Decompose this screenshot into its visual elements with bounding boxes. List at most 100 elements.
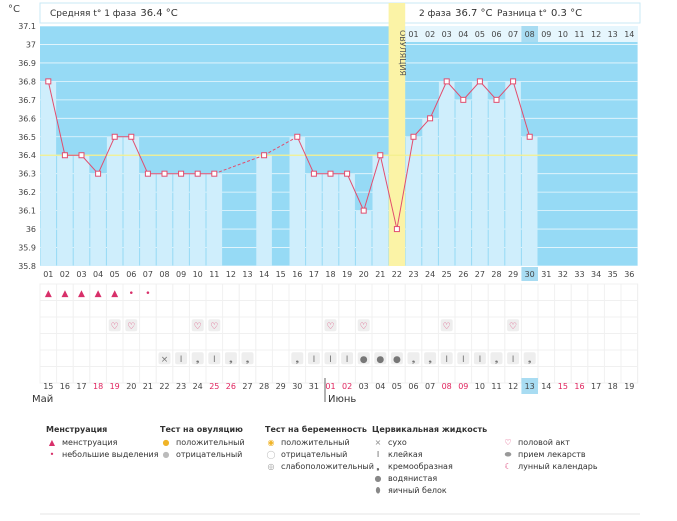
temperature-point[interactable]	[410, 133, 417, 140]
spotting-icon[interactable]: •	[129, 289, 134, 299]
temperature-bar	[339, 173, 355, 266]
temperature-point[interactable]	[443, 78, 450, 85]
temperature-point[interactable]	[144, 170, 151, 177]
temperature-point[interactable]	[194, 170, 201, 177]
legend-item: водянистая	[388, 474, 438, 483]
temperature-point[interactable]	[61, 152, 68, 159]
medication-icon: ⬬	[504, 450, 512, 459]
date-row: 15 16 17 18 19 20 21 22 23 24 25 26 27 28 29 30 31 01 02 03…	[43, 378, 634, 394]
legend-item: отрицательный	[176, 450, 243, 459]
intercourse-icon[interactable]: ♡	[443, 322, 451, 332]
legend-cervical-title: Цервикальная жидкость	[372, 425, 488, 434]
pregnancy-positive-icon: ◉	[267, 438, 275, 447]
luteal-day-label: 14	[624, 30, 634, 39]
cervical-fluid-icon[interactable]: ●	[376, 355, 384, 365]
temperature-point[interactable]	[310, 170, 317, 177]
temperature-point[interactable]	[111, 133, 118, 140]
symbols-grid: ▲ ▲ ▲ ▲ ▲ • • ♡ ♡ ♡ ♡ ♡ ♡ ♡ ♡ × I ❟ I ❟ ❟ ❟ I I I ● ● ● ❟ ❟ I I I ❟ I ❟	[39, 283, 639, 384]
intercourse-icon[interactable]: ♡	[127, 322, 135, 332]
temperature-point[interactable]	[45, 78, 52, 85]
legend-item: клейкая	[388, 450, 423, 459]
intercourse-icon[interactable]: ♡	[111, 322, 119, 332]
intercourse-icon[interactable]: ♡	[194, 322, 202, 332]
cycle-day-label: 21	[375, 270, 385, 279]
legend-menstruation-title: Менструация	[46, 425, 108, 434]
menstruation-icon[interactable]: ▲	[61, 289, 68, 299]
date-label: 24	[193, 382, 203, 391]
cycle-day-label: 25	[442, 270, 452, 279]
cycle-day-label: 23	[408, 270, 418, 279]
unit-label: °C	[8, 4, 20, 15]
temperature-point[interactable]	[211, 170, 218, 177]
temperature-point[interactable]	[476, 78, 483, 85]
cycle-day-label: 33	[574, 270, 584, 279]
menstruation-icon[interactable]: ▲	[95, 289, 102, 299]
ovulation-column	[388, 3, 406, 266]
cervical-fluid-icon[interactable]: ❟	[495, 355, 499, 365]
cervical-fluid-icon[interactable]: ❟	[196, 355, 200, 365]
temperature-point[interactable]	[360, 207, 367, 214]
cervical-fluid-icon[interactable]: I	[512, 355, 515, 365]
y-tick-label: 36	[26, 225, 36, 234]
luteal-day-label: 06	[491, 30, 501, 39]
temperature-point[interactable]	[393, 226, 400, 233]
cervical-fluid-icon[interactable]: I	[329, 355, 332, 365]
cervical-fluid-icon[interactable]: ×	[161, 355, 169, 365]
temperature-bar	[140, 173, 156, 266]
temperature-point[interactable]	[493, 96, 500, 103]
temperature-point[interactable]	[460, 96, 467, 103]
cervical-fluid-icon[interactable]: ❟	[229, 355, 233, 365]
cervical-fluid-icon[interactable]: ❟	[428, 355, 432, 365]
date-label: 27	[242, 382, 252, 391]
temperature-point[interactable]	[327, 170, 334, 177]
menstruation-icon[interactable]: ▲	[45, 289, 52, 299]
intercourse-icon[interactable]: ♡	[326, 322, 334, 332]
spotting-icon[interactable]: •	[145, 289, 150, 299]
cycle-day-label: 12	[226, 270, 236, 279]
cervical-fluid-icon[interactable]: I	[313, 355, 316, 365]
cervical-fluid-icon[interactable]: I	[180, 355, 183, 365]
legend-item: положительный	[176, 438, 245, 447]
cervical-fluid-icon[interactable]: ❟	[528, 355, 532, 365]
date-label: 14	[541, 382, 551, 391]
cervical-fluid-icon[interactable]: I	[462, 355, 465, 365]
temperature-point[interactable]	[261, 152, 268, 159]
symbol-bg	[208, 352, 221, 365]
cervical-fluid-icon[interactable]: I	[346, 355, 349, 365]
temperature-point[interactable]	[161, 170, 168, 177]
menstruation-icon[interactable]: ▲	[78, 289, 85, 299]
temperature-bar	[422, 118, 438, 266]
cycle-day-label: 15	[276, 270, 286, 279]
legend-menstruation: Менструация ▲ менструация • небольшие выде…	[46, 425, 159, 461]
date-label: 25	[209, 382, 219, 391]
temperature-segment	[81, 154, 99, 175]
cervical-fluid-icon[interactable]: ❟	[412, 355, 416, 365]
temperature-point[interactable]	[178, 170, 185, 177]
temperature-point[interactable]	[344, 170, 351, 177]
temperature-point[interactable]	[510, 78, 517, 85]
cycle-day-label: 05	[110, 270, 120, 279]
temperature-point[interactable]	[95, 170, 102, 177]
date-label: 15	[558, 382, 568, 391]
cervical-fluid-icon[interactable]: ❟	[296, 355, 300, 365]
intercourse-icon[interactable]: ♡	[360, 322, 368, 332]
cervical-fluid-icon[interactable]: I	[445, 355, 448, 365]
cervical-fluid-icon[interactable]: I	[479, 355, 482, 365]
cervical-fluid-icon[interactable]: ●	[360, 355, 368, 365]
date-label: 28	[259, 382, 269, 391]
temperature-point[interactable]	[78, 152, 85, 159]
menstruation-icon[interactable]: ▲	[111, 289, 118, 299]
temperature-point[interactable]	[294, 133, 301, 140]
intercourse-icon[interactable]: ♡	[509, 322, 517, 332]
cervical-fluid-icon[interactable]: ●	[393, 355, 401, 365]
cervical-fluid-icon[interactable]: ❟	[246, 355, 250, 365]
cycle-day-label: 26	[458, 270, 468, 279]
temperature-point[interactable]	[526, 133, 533, 140]
temperature-point[interactable]	[377, 152, 384, 159]
temperature-point[interactable]	[427, 115, 434, 122]
intercourse-icon: ♡	[504, 438, 512, 447]
cervical-fluid-icon[interactable]: I	[213, 355, 216, 365]
temperature-point[interactable]	[128, 133, 135, 140]
intercourse-icon[interactable]: ♡	[210, 322, 218, 332]
